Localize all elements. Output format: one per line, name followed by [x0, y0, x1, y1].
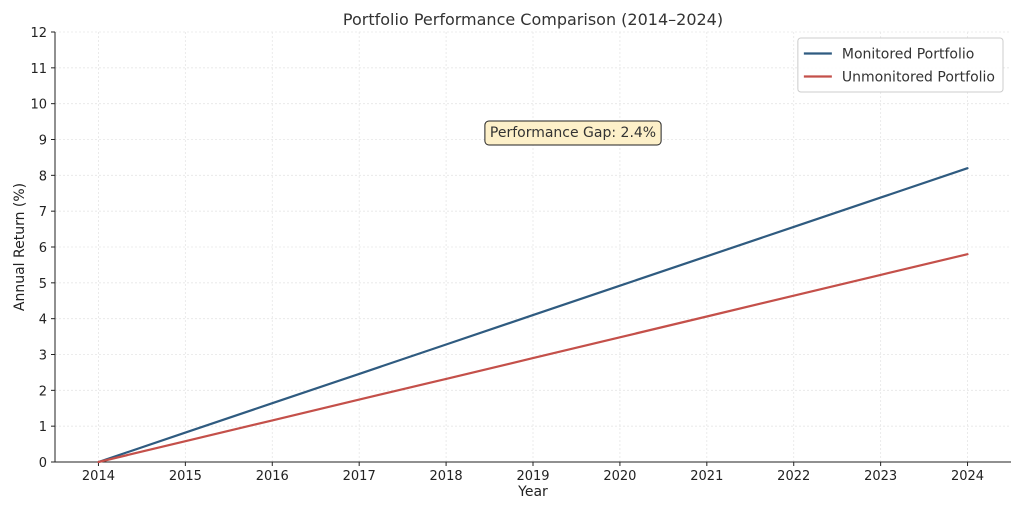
- legend-label: Monitored Portfolio: [842, 47, 974, 63]
- annotation-text: Performance Gap: 2.4%: [490, 125, 656, 141]
- legend: Monitored Portfolio Unmonitored Portfolio: [797, 37, 1004, 93]
- x-tick-label: 2017: [343, 469, 376, 484]
- legend-item-unmonitored: Unmonitored Portfolio: [803, 70, 995, 86]
- chart-title: Portfolio Performance Comparison (2014–2…: [343, 10, 723, 29]
- y-tick-label: 11: [30, 62, 47, 77]
- x-axis-label: Year: [517, 484, 548, 500]
- x-tick-label: 2024: [951, 469, 984, 484]
- y-tick-label: 4: [39, 313, 47, 328]
- x-axis-ticks: 2014 2015 2016 2017 2018 2019 2020 2021 2022 2023…: [82, 462, 984, 484]
- y-tick-label: 9: [39, 134, 47, 149]
- x-tick-label: 2014: [82, 469, 115, 484]
- series-lines: [97, 167, 969, 464]
- y-tick-label: 10: [30, 98, 47, 113]
- x-tick-label: 2015: [169, 469, 202, 484]
- x-tick-label: 2016: [256, 469, 289, 484]
- y-axis-label: Annual Return (%): [12, 183, 28, 311]
- grid: [55, 31, 1011, 463]
- legend-item-monitored: Monitored Portfolio: [803, 47, 974, 63]
- y-tick-label: 1: [39, 420, 47, 435]
- x-tick-label: 2021: [690, 469, 723, 484]
- series-line-unmonitored: [97, 253, 969, 464]
- series-line-monitored: [97, 167, 969, 464]
- x-tick-label: 2023: [864, 469, 897, 484]
- x-tick-label: 2020: [603, 469, 636, 484]
- y-tick-label: 8: [39, 169, 47, 184]
- y-tick-label: 6: [39, 241, 47, 256]
- y-tick-label: 12: [30, 26, 47, 41]
- x-tick-label: 2022: [777, 469, 810, 484]
- annotation-box: Performance Gap: 2.4%: [484, 120, 662, 146]
- y-tick-label: 5: [39, 277, 47, 292]
- x-tick-label: 2019: [516, 469, 549, 484]
- legend-label: Unmonitored Portfolio: [842, 70, 995, 86]
- annotation-background: [484, 120, 662, 146]
- y-tick-label: 0: [39, 456, 47, 471]
- y-tick-label: 2: [39, 384, 47, 399]
- legend-frame: [797, 37, 1004, 93]
- y-tick-label: 7: [39, 205, 47, 220]
- x-tick-label: 2018: [430, 469, 463, 484]
- y-tick-label: 3: [39, 349, 47, 364]
